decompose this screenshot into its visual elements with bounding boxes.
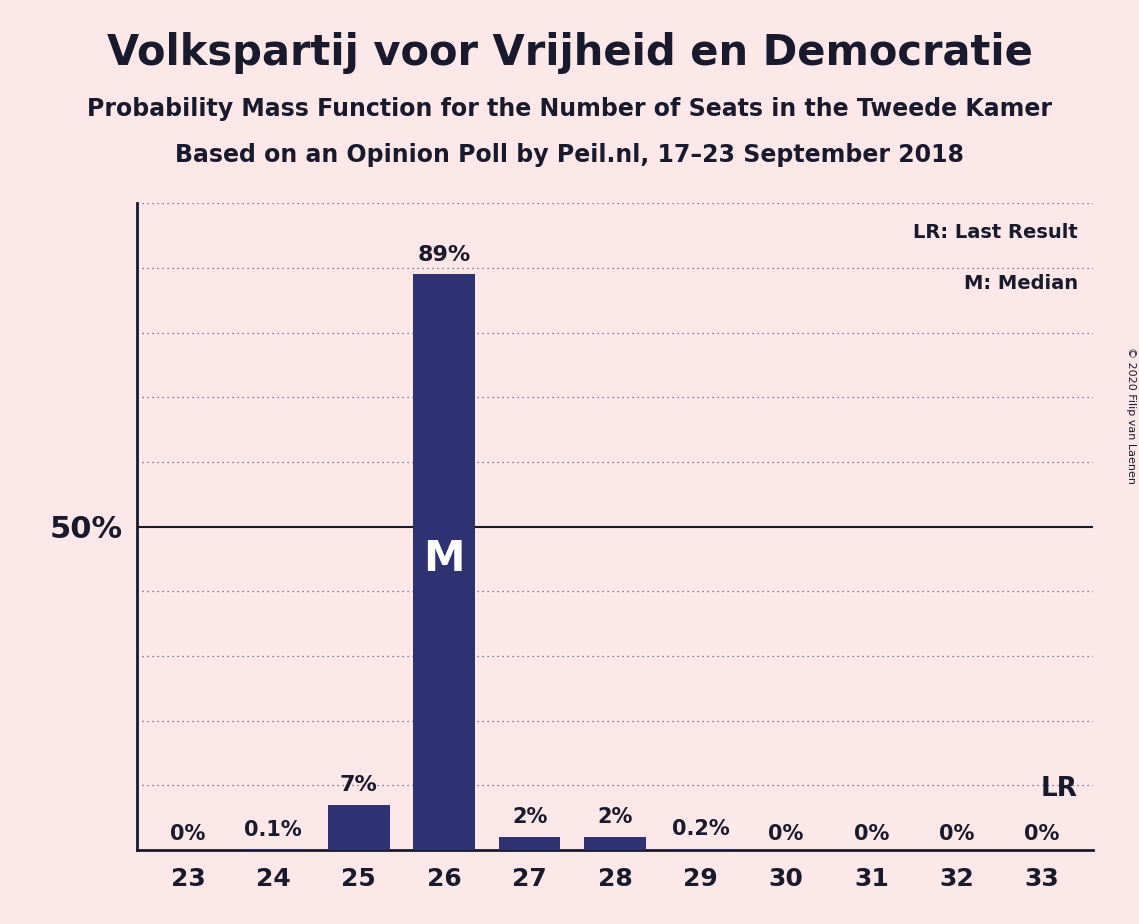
Text: 0%: 0%	[939, 823, 975, 844]
Text: Based on an Opinion Poll by Peil.nl, 17–23 September 2018: Based on an Opinion Poll by Peil.nl, 17–…	[175, 143, 964, 167]
Text: 2%: 2%	[511, 808, 548, 828]
Text: LR: Last Result: LR: Last Result	[913, 223, 1077, 242]
Text: 0%: 0%	[853, 823, 890, 844]
Text: Probability Mass Function for the Number of Seats in the Tweede Kamer: Probability Mass Function for the Number…	[87, 97, 1052, 121]
Text: 7%: 7%	[339, 775, 378, 795]
Text: 2%: 2%	[597, 808, 633, 828]
Bar	[499, 837, 560, 850]
Text: Volkspartij voor Vrijheid en Democratie: Volkspartij voor Vrijheid en Democratie	[107, 32, 1032, 74]
Bar	[584, 837, 646, 850]
Text: 89%: 89%	[418, 245, 470, 264]
Text: M: Median: M: Median	[964, 274, 1077, 294]
Bar	[328, 805, 390, 850]
Text: M: M	[424, 538, 465, 580]
Text: LR: LR	[1041, 775, 1077, 802]
Bar	[413, 274, 475, 850]
Text: 0%: 0%	[768, 823, 804, 844]
Bar	[670, 849, 731, 850]
Text: 0.1%: 0.1%	[245, 820, 302, 840]
Text: 0%: 0%	[1024, 823, 1060, 844]
Text: © 2020 Filip van Laenen: © 2020 Filip van Laenen	[1126, 347, 1136, 484]
Text: 0%: 0%	[170, 823, 206, 844]
Text: 0.2%: 0.2%	[672, 819, 729, 839]
